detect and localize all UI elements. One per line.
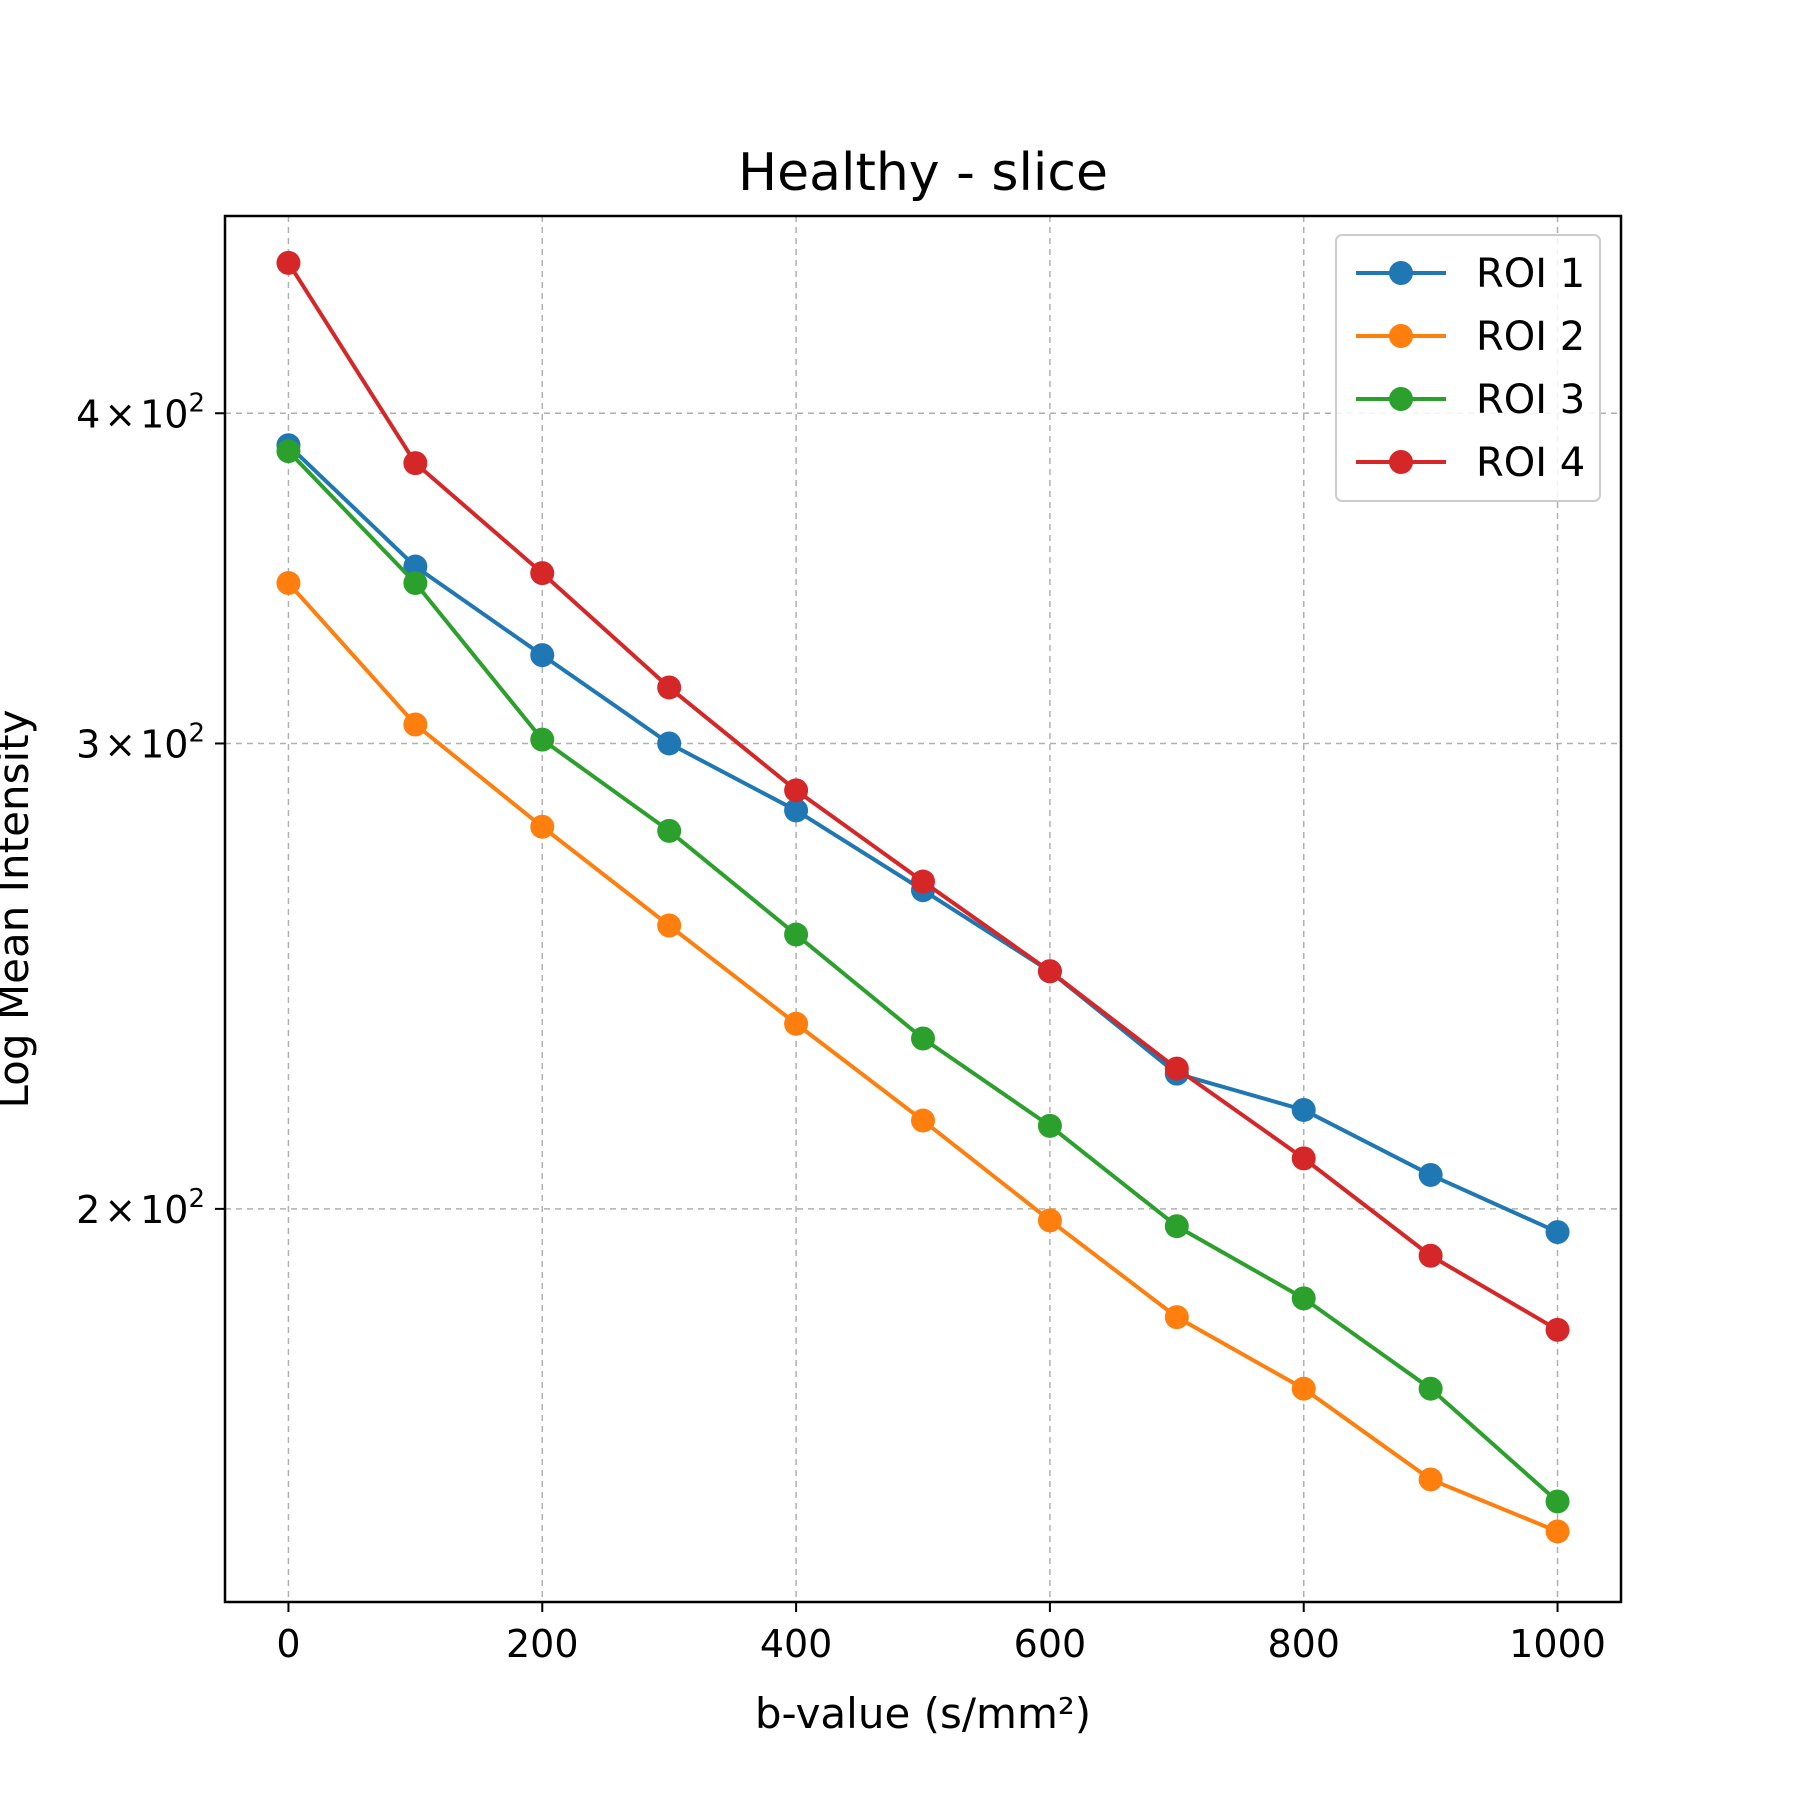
legend-label: ROI 3 [1476,377,1585,423]
data-point [1545,1519,1570,1544]
y-tick-base: 10 [140,392,188,436]
data-point [530,814,555,839]
y-axis-label: Log Mean Intensity [0,710,38,1109]
data-point [276,439,301,464]
data-point [657,913,682,938]
x-tick-label: 0 [276,1622,300,1666]
y-tick-exponent: 2 [188,1184,205,1214]
data-point [403,451,428,476]
legend-item-roi-1: ROI 1 [1356,251,1585,297]
x-tick-label: 400 [760,1622,833,1666]
data-point [784,1011,809,1036]
y-tick-label: 3 × 102 [76,718,205,766]
series-roi-3 [276,439,1570,1514]
data-point [911,1026,935,1051]
data-point [276,571,301,596]
y-tick-times: × [104,722,136,766]
data-point [1037,1113,1062,1138]
data-point [530,643,555,668]
y-tick-base: 10 [140,1188,188,1232]
data-point [403,571,428,596]
legend-box [1335,234,1601,502]
data-point [784,798,809,823]
data-point [1291,1286,1316,1311]
legend-label: ROI 2 [1476,314,1585,360]
legend-item-roi-4: ROI 4 [1356,440,1585,486]
data-point [784,922,809,947]
legend-marker [1389,450,1413,474]
chart-title: Healthy - slice [738,143,1108,203]
y-tick-exponent: 2 [188,718,205,748]
data-point [1037,959,1062,984]
data-point [530,727,555,752]
data-point [1291,1146,1316,1171]
data-point [276,250,301,275]
y-tick-mantissa: 2 [76,1188,100,1232]
data-point [1418,1376,1443,1401]
data-point [1418,1467,1443,1492]
data-point [403,554,428,579]
x-axis-label: b-value (s/mm²) [755,1689,1091,1738]
legend-label: ROI 4 [1476,440,1585,486]
data-point [1291,1097,1316,1122]
legend-label: ROI 1 [1476,251,1585,297]
y-tick-times: × [104,392,136,436]
data-point [1164,1056,1189,1081]
data-point [657,675,682,700]
data-point [1291,1376,1316,1401]
data-point [1418,1162,1443,1187]
legend-marker [1389,387,1413,411]
y-tick-exponent: 2 [188,388,205,418]
x-tick-label: 1000 [1509,1622,1606,1666]
y-tick-base: 10 [140,722,188,766]
y-tick-label: 4 × 102 [76,388,205,436]
legend-item-roi-3: ROI 3 [1356,377,1585,423]
x-axis-ticks: 0 200 400 600 800 1000 [276,1602,1606,1666]
data-point [657,731,682,756]
data-point [1545,1220,1570,1245]
x-tick-label: 200 [506,1622,579,1666]
data-point [911,1108,935,1133]
data-point [1545,1489,1570,1514]
data-point [403,712,428,737]
legend-marker [1389,324,1413,348]
y-tick-mantissa: 3 [76,722,100,766]
y-tick-mantissa: 4 [76,392,100,436]
data-point [784,778,809,803]
data-point [911,869,935,894]
data-point [530,561,555,586]
plot-frame [223,214,1623,1604]
legend: ROI 1 ROI 2 ROI 3 ROI 4 [1335,234,1601,502]
data-point [1164,1305,1189,1330]
series-roi-2 [276,571,1570,1544]
x-tick-label: 800 [1267,1622,1340,1666]
data-point [1545,1317,1570,1342]
legend-marker [1389,261,1413,285]
series-layer [276,250,1570,1544]
x-tick-label: 600 [1014,1622,1087,1666]
y-tick-label: 2 × 102 [76,1184,205,1232]
data-point [1418,1243,1443,1268]
y-tick-times: × [104,1188,136,1232]
legend-items: ROI 1 ROI 2 ROI 3 ROI 4 [1356,251,1585,486]
data-point [1164,1214,1189,1239]
data-point [1037,1208,1062,1233]
series-roi-4 [276,250,1570,1342]
legend-item-roi-2: ROI 2 [1356,314,1585,360]
data-point [657,818,682,843]
